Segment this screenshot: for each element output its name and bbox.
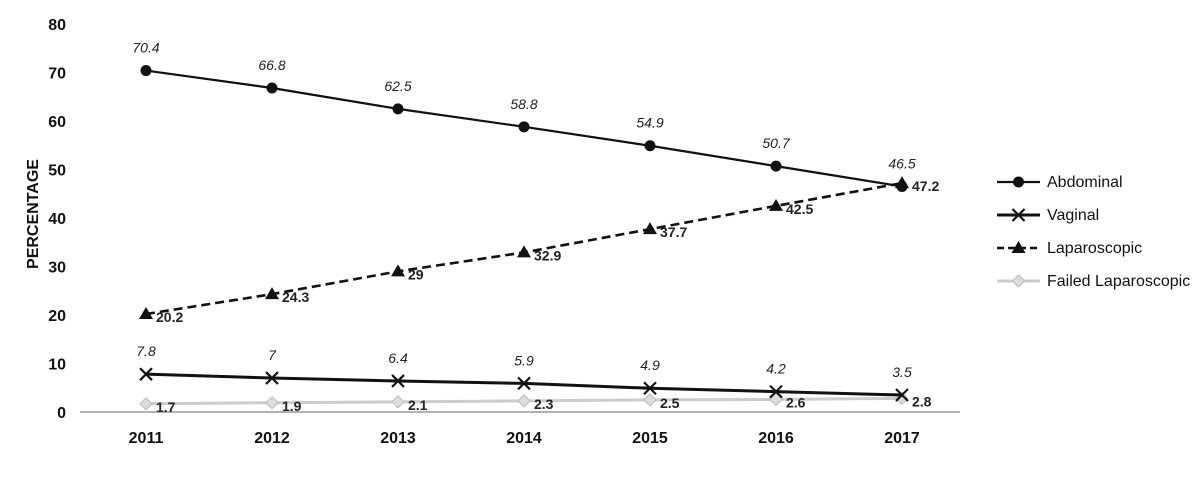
- data-point-marker: [769, 392, 783, 407]
- data-label: 20.2: [156, 309, 183, 325]
- data-point-marker: [643, 393, 657, 407]
- data-labels-layer: 70.4 66.8 62.5 58.8 54.9 50.7 46.5 7.8 7 6.4 5.9 4.…: [132, 40, 939, 415]
- data-point-marker: [896, 180, 908, 192]
- data-label: 37.7: [660, 224, 687, 240]
- data-point-marker: [140, 65, 152, 77]
- data-point-marker: [266, 82, 278, 94]
- data-point-marker: [644, 140, 656, 152]
- data-point-marker: [265, 287, 279, 300]
- data-point-marker: [391, 395, 405, 409]
- data-point-marker: [265, 396, 279, 410]
- y-axis-label: PERCENTAGE: [25, 159, 42, 269]
- x-tick-label: 2013: [380, 430, 416, 447]
- data-label: 4.9: [640, 357, 660, 373]
- data-label: 2.1: [408, 397, 428, 413]
- legend-label: Abdominal: [1047, 174, 1123, 191]
- legend-item: Laparoscopic: [997, 240, 1142, 257]
- y-tick-label: 50: [48, 163, 66, 180]
- data-label: 2.3: [534, 396, 554, 412]
- legend-marker-swatch: [1013, 176, 1024, 188]
- data-label: 46.5: [888, 155, 915, 171]
- x-tick-label: 2011: [129, 430, 164, 447]
- series-layer: [139, 65, 909, 411]
- data-point-marker: [769, 198, 783, 211]
- data-label: 1.9: [282, 398, 302, 414]
- y-tick-label: 30: [48, 260, 66, 277]
- legend-label: Laparoscopic: [1047, 240, 1142, 257]
- data-point-marker: [265, 371, 279, 385]
- data-label: 62.5: [384, 78, 411, 94]
- data-point-marker: [392, 103, 404, 115]
- x-tick-label: 2016: [758, 430, 794, 447]
- y-tick-label: 0: [57, 405, 66, 422]
- data-point-marker: [139, 367, 153, 381]
- legend-marker-swatch: [1011, 274, 1026, 288]
- y-tick-label: 80: [48, 17, 66, 34]
- y-tick-label: 60: [48, 114, 66, 131]
- legend: Abdominal Vaginal Laparoscopic Failed Lapar…: [997, 174, 1190, 290]
- x-tick-label: 2014: [506, 430, 542, 447]
- series-failed-laparoscopic: [139, 391, 909, 411]
- legend-marker-swatch: [1011, 208, 1026, 222]
- data-point-marker: [517, 245, 531, 258]
- data-label: 32.9: [534, 247, 561, 263]
- data-label: 42.5: [786, 201, 813, 217]
- x-tick-label: 2012: [254, 430, 290, 447]
- legend-marker-swatch: [1011, 241, 1026, 253]
- x-tick-label: 2015: [632, 430, 668, 447]
- y-tick-label: 70: [48, 66, 66, 83]
- y-tick-label: 40: [48, 211, 66, 228]
- data-label: 7.8: [136, 343, 156, 359]
- data-label: 2.8: [912, 393, 932, 409]
- data-point-marker: [769, 384, 783, 399]
- data-label: 6.4: [388, 350, 408, 366]
- data-label: 66.8: [258, 57, 285, 73]
- series-abdominal: [140, 65, 908, 192]
- data-label: 3.5: [892, 364, 912, 380]
- data-point-marker: [139, 307, 153, 320]
- data-label: 24.3: [282, 289, 309, 305]
- data-point-marker: [518, 121, 530, 133]
- data-point-marker: [770, 160, 782, 172]
- data-label: 58.8: [510, 96, 537, 112]
- data-label: 1.7: [156, 399, 176, 415]
- data-label: 4.2: [766, 361, 786, 377]
- series-vaginal: [139, 367, 909, 402]
- data-point-marker: [517, 376, 531, 391]
- legend-label: Vaginal: [1047, 207, 1099, 224]
- legend-item: Abdominal: [997, 174, 1123, 191]
- data-point-marker: [643, 222, 657, 235]
- x-axis-ticks: 2011 2012 2013 2014 2015 2016 2017: [129, 430, 920, 447]
- data-point-marker: [517, 394, 531, 408]
- data-label: 70.4: [132, 40, 159, 56]
- x-tick-label: 2017: [884, 430, 920, 447]
- data-point-marker: [391, 374, 405, 388]
- data-label: 50.7: [762, 135, 790, 151]
- data-label: 54.9: [636, 115, 663, 131]
- data-label: 5.9: [514, 352, 534, 368]
- data-label: 2.6: [786, 394, 806, 410]
- series-laparoscopic: [139, 176, 909, 320]
- data-label: 2.5: [660, 395, 680, 411]
- data-point-marker: [139, 397, 153, 411]
- data-point-marker: [391, 264, 405, 277]
- y-axis-ticks: 0 10 20 30 40 50 60 70 80: [48, 17, 66, 422]
- legend-item: Failed Laparoscopic: [997, 273, 1190, 290]
- data-label: 29: [408, 266, 424, 282]
- data-label: 7: [268, 347, 277, 363]
- data-point-marker: [895, 388, 909, 402]
- y-tick-label: 20: [48, 308, 66, 325]
- legend-label: Failed Laparoscopic: [1047, 273, 1190, 290]
- data-point-marker: [643, 381, 657, 396]
- data-label: 47.2: [912, 178, 939, 194]
- y-tick-label: 10: [48, 357, 66, 374]
- legend-item: Vaginal: [997, 207, 1099, 224]
